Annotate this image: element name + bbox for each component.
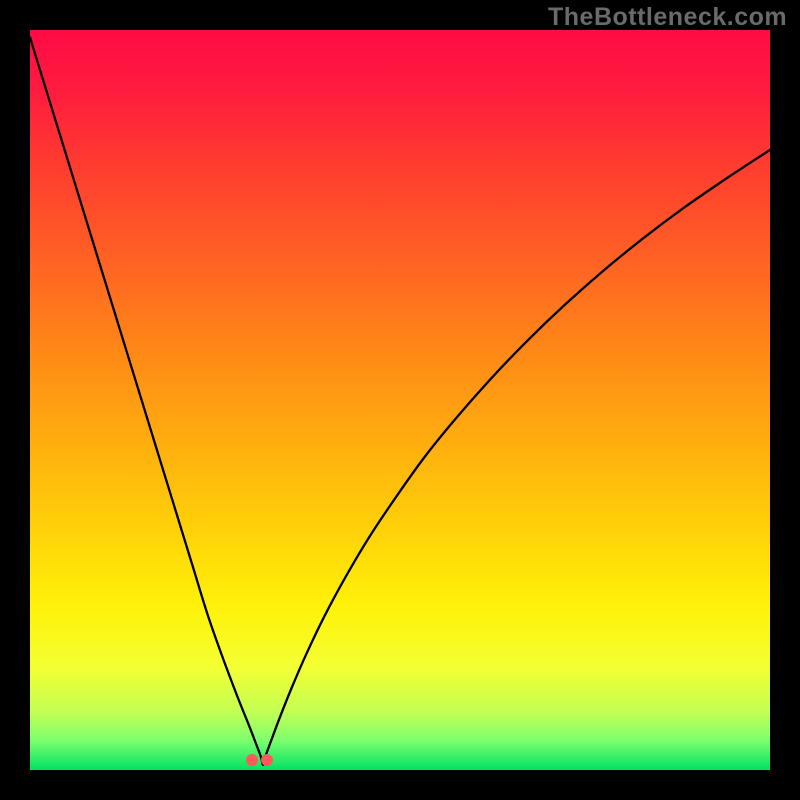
minimum-marker-1 xyxy=(261,754,273,766)
plot-area xyxy=(30,30,770,770)
minimum-marker-0 xyxy=(246,754,258,766)
plot-svg xyxy=(30,30,770,770)
watermark-text: TheBottleneck.com xyxy=(548,3,787,32)
chart-stage: TheBottleneck.com xyxy=(0,0,800,800)
